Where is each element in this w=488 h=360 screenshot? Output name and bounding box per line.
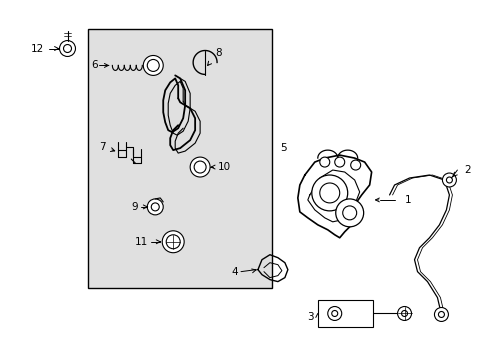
Text: 8: 8: [214, 49, 221, 58]
Circle shape: [162, 231, 184, 253]
Circle shape: [319, 157, 329, 167]
Text: 2: 2: [464, 165, 470, 175]
Circle shape: [63, 45, 71, 53]
Circle shape: [442, 173, 455, 187]
Bar: [88, 28, 271, 288]
Text: 11: 11: [135, 237, 148, 247]
Circle shape: [335, 199, 363, 227]
Circle shape: [151, 203, 159, 211]
Circle shape: [334, 157, 344, 167]
Text: 1: 1: [404, 195, 410, 205]
Circle shape: [60, 41, 75, 57]
Circle shape: [401, 310, 407, 316]
Text: 4: 4: [231, 267, 238, 276]
Circle shape: [331, 310, 337, 316]
Text: 3: 3: [306, 312, 313, 323]
Circle shape: [147, 199, 163, 215]
Text: 9: 9: [131, 202, 138, 212]
Circle shape: [342, 206, 356, 220]
Circle shape: [350, 160, 360, 170]
Circle shape: [433, 307, 447, 321]
Circle shape: [190, 157, 210, 177]
Bar: [317, 300, 372, 328]
Circle shape: [143, 55, 163, 75]
Circle shape: [311, 175, 347, 211]
Text: 5: 5: [279, 143, 286, 153]
Text: 6: 6: [91, 60, 97, 71]
Circle shape: [194, 161, 205, 173]
Circle shape: [327, 306, 341, 320]
Circle shape: [319, 183, 339, 203]
Circle shape: [166, 235, 180, 249]
Text: 10: 10: [218, 162, 231, 172]
Circle shape: [397, 306, 411, 320]
Circle shape: [438, 311, 444, 318]
Circle shape: [446, 177, 451, 183]
Text: 7: 7: [99, 142, 105, 152]
Circle shape: [147, 59, 159, 71]
Text: 12: 12: [30, 44, 43, 54]
